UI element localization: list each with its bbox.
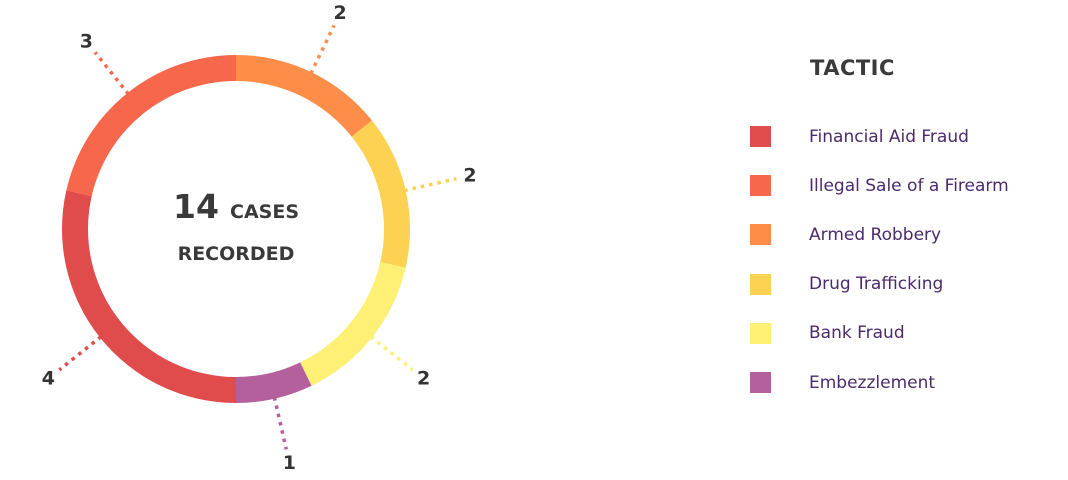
legend-swatch [750, 372, 771, 394]
legend-label: Drug Trafficking [809, 274, 944, 295]
value-label-bank-fraud: 2 [417, 368, 430, 390]
legend-label: Armed Robbery [809, 224, 942, 245]
slice-armed-robbery [236, 55, 373, 137]
legend-swatch [750, 322, 771, 344]
callout-leaders [58, 24, 457, 450]
value-label-illegal-sale-of-a-firearm: 3 [80, 30, 93, 52]
leader-financial-aid-fraud [58, 329, 109, 372]
donut-slices [62, 55, 411, 403]
legend-label: Bank Fraud [809, 323, 905, 344]
slice-embezzlement [236, 362, 312, 403]
callout-values: 4 3 2 2 2 1 [42, 2, 477, 474]
slice-illegal-sale-of-a-firearm [66, 55, 236, 197]
value-label-armed-robbery: 2 [334, 2, 347, 24]
leader-embezzlement [270, 388, 288, 450]
slice-drug-trafficking [351, 120, 411, 268]
leader-armed-robbery [305, 24, 336, 83]
leader-illegal-sale-of-a-firearm [93, 51, 136, 102]
total-unit: CASES [230, 201, 299, 223]
legend-item-embezzlement: Embezzlement [750, 358, 1068, 407]
legend-item-armed-robbery: Armed Robbery [750, 210, 1068, 259]
legend-swatch [750, 175, 771, 197]
legend-title: TACTIC [810, 56, 895, 80]
legend: TACTIC Financial Aid Fraud Illegal Sale o… [750, 50, 1068, 407]
legend-swatch [750, 126, 771, 148]
legend-label: Illegal Sale of a Firearm [809, 175, 1009, 196]
total-number: 14 [173, 187, 219, 226]
legend-item-illegal-sale-of-a-firearm: Illegal Sale of a Firearm [750, 161, 1068, 210]
center-total: 14 CASES RECORDED [173, 187, 299, 265]
legend-list: Financial Aid Fraud Illegal Sale of a Fir… [750, 112, 1068, 407]
legend-swatch [750, 224, 771, 246]
leader-bank-fraud [363, 329, 414, 372]
legend-swatch [750, 273, 771, 295]
value-label-embezzlement: 1 [283, 452, 296, 474]
svg-text:14 CASES: 14 CASES [173, 187, 299, 226]
leader-drug-trafficking [395, 177, 457, 195]
legend-item-bank-fraud: Bank Fraud [750, 309, 1068, 358]
legend-label: Embezzlement [809, 372, 936, 393]
slice-bank-fraud [300, 261, 406, 386]
legend-item-financial-aid-fraud: Financial Aid Fraud [750, 112, 1068, 161]
slice-financial-aid-fraud [62, 190, 236, 403]
total-caption: RECORDED [178, 243, 295, 265]
value-label-drug-trafficking: 2 [463, 165, 476, 187]
legend-item-drug-trafficking: Drug Trafficking [750, 260, 1068, 309]
legend-label: Financial Aid Fraud [809, 126, 969, 147]
value-label-financial-aid-fraud: 4 [42, 368, 55, 390]
